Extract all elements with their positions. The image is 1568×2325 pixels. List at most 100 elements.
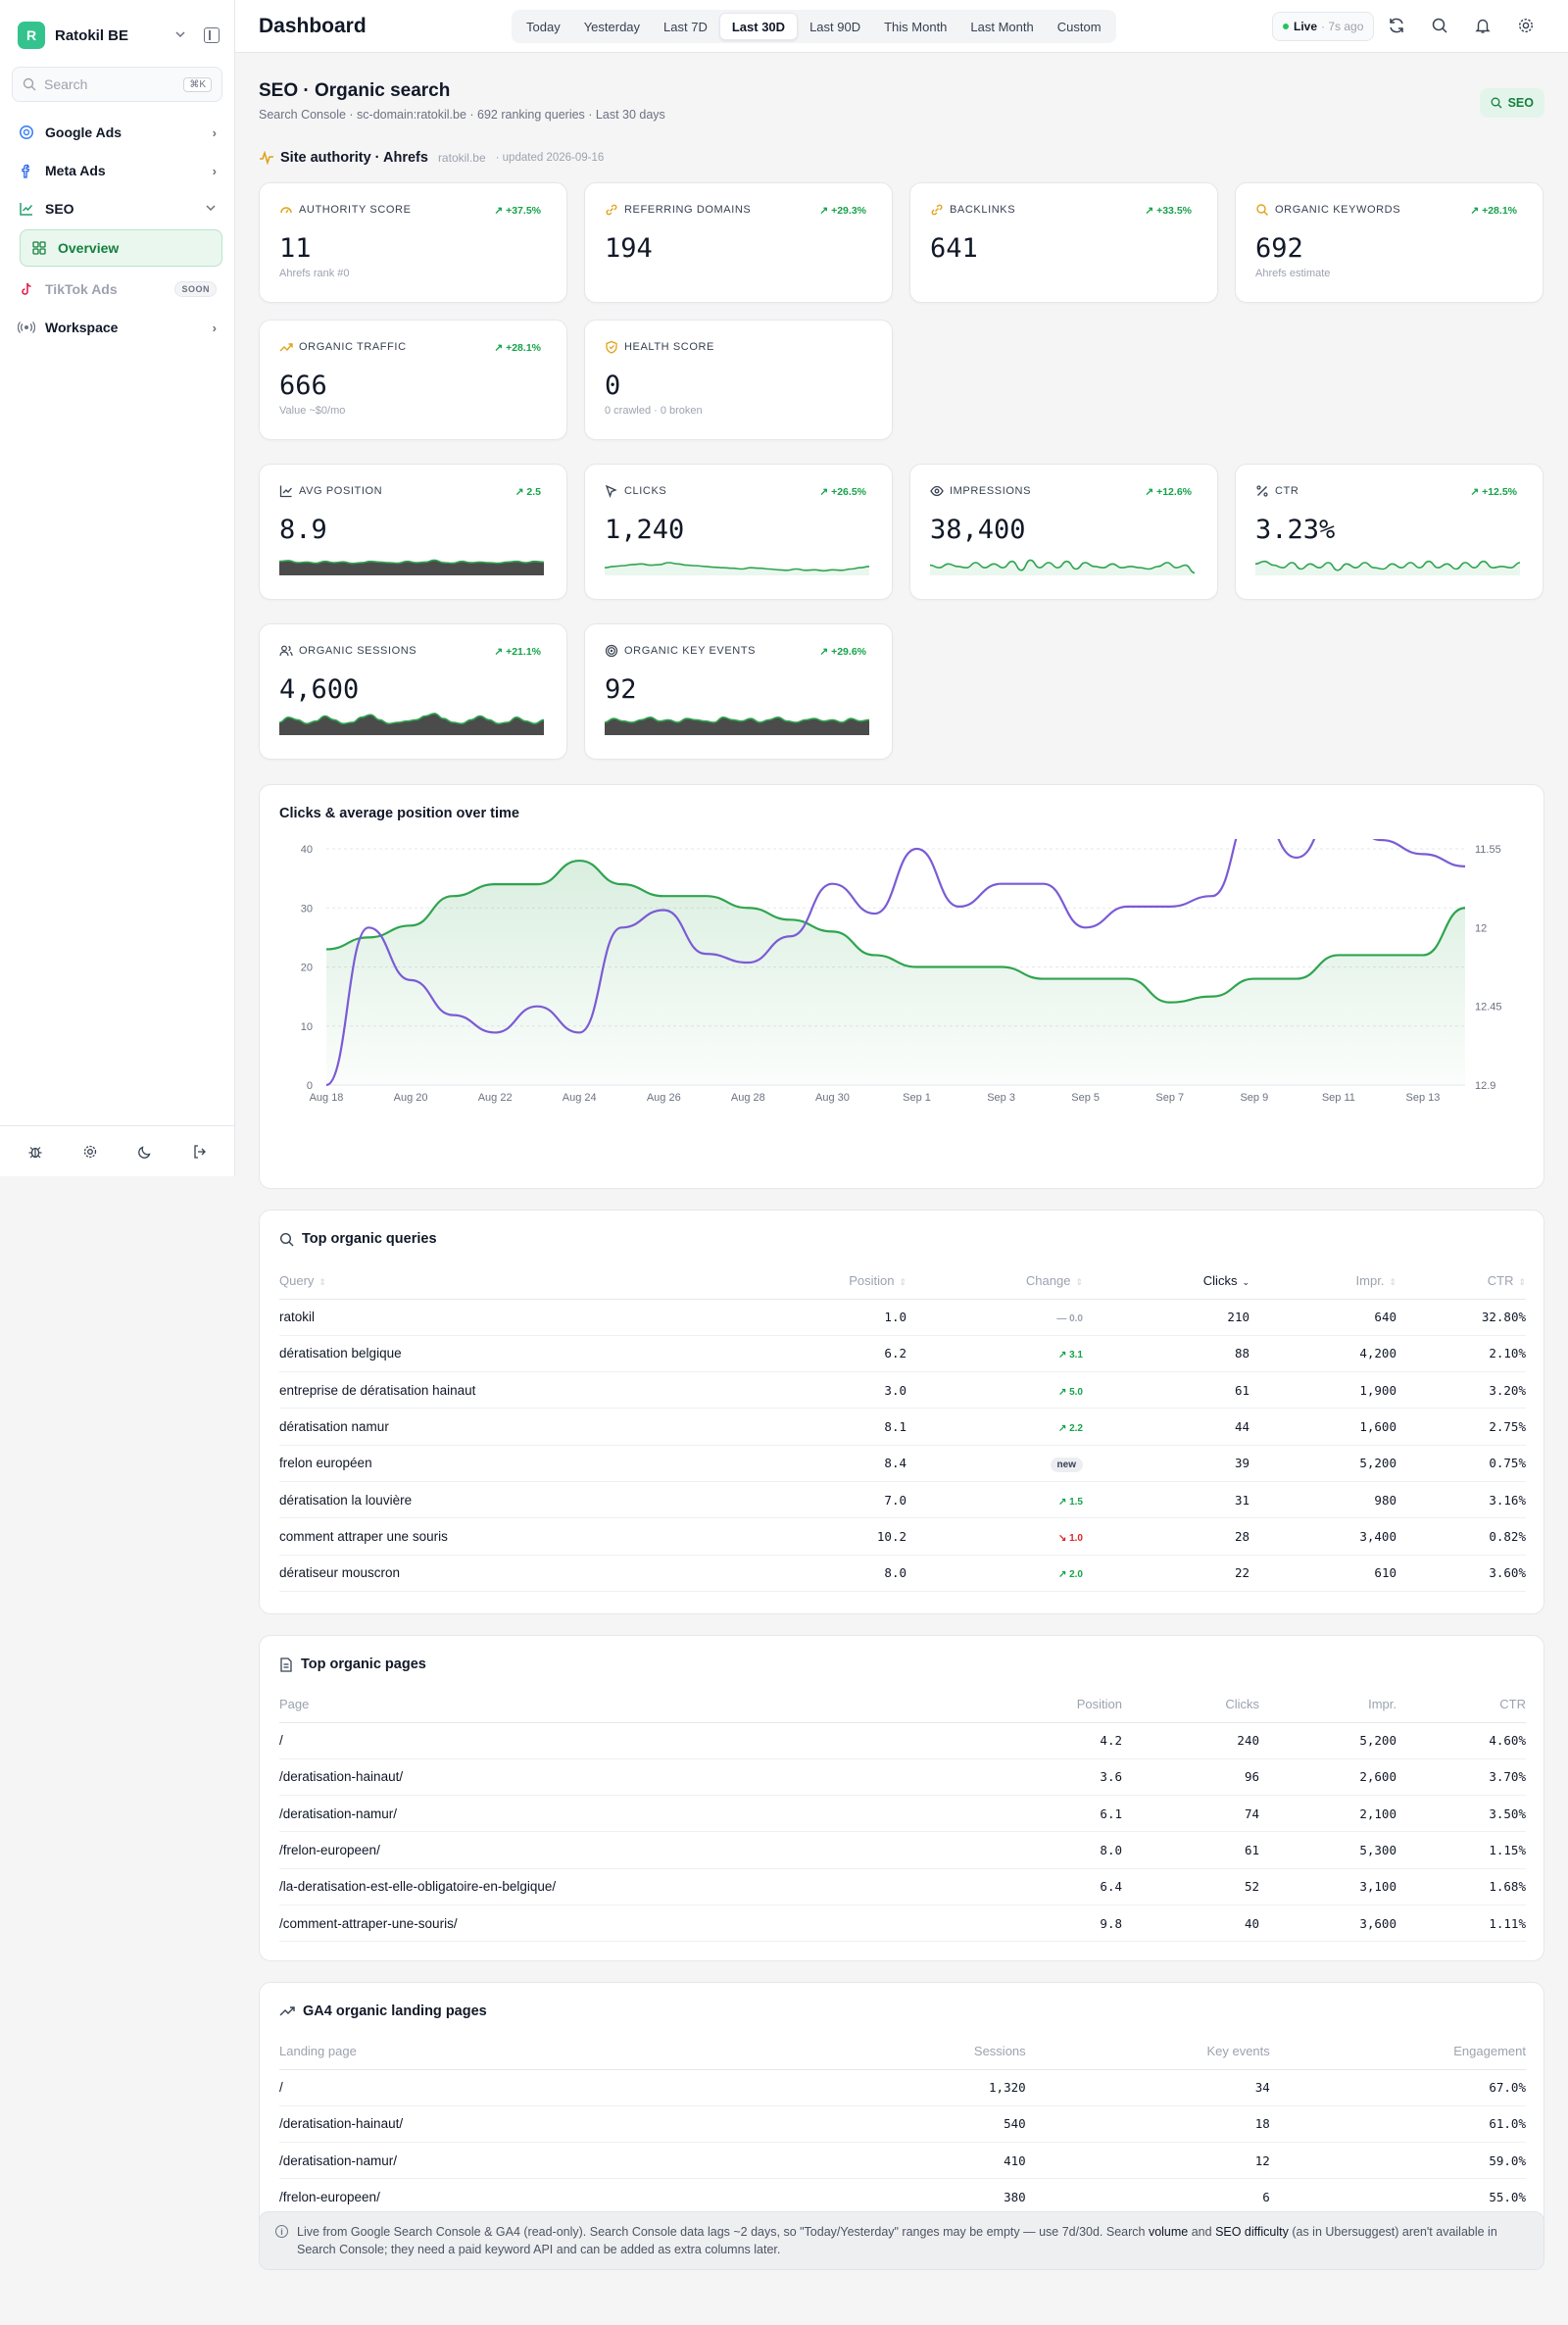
table-row[interactable]: /4.2 240 5,200 4.60%: [279, 1722, 1526, 1759]
engagement-cell: 67.0%: [1269, 2069, 1526, 2106]
sidebar-item-seo[interactable]: SEO: [12, 191, 222, 226]
metric-delta: ↗ +26.5%: [819, 486, 866, 498]
table-row[interactable]: /comment-attraper-une-souris/9.8 40 3,600 1…: [279, 1905, 1526, 1943]
sidebar-collapse-icon[interactable]: [204, 27, 220, 43]
column-header[interactable]: Clicks ⌄: [1083, 1263, 1250, 1300]
table-row[interactable]: /frelon-europeen/8.0 61 5,300 1.15%: [279, 1831, 1526, 1869]
note-emphasis-difficulty: SEO difficulty: [1215, 2225, 1289, 2239]
sidebar-item-meta-ads[interactable]: Meta Ads ›: [12, 153, 222, 188]
clicks-cell: 61: [1122, 1831, 1259, 1869]
metric-label-text: AUTHORITY SCORE: [299, 204, 412, 216]
table-row[interactable]: dératisation belgique 6.2 ↗ 3.1 88 4,200 2.10…: [279, 1335, 1526, 1373]
metric-value: 11: [279, 233, 312, 264]
sparkline-line: [930, 559, 1195, 574]
table-row[interactable]: frelon européen 8.4 new 39 5,200 0.75%: [279, 1445, 1526, 1482]
metric-card: AUTHORITY SCORE ↗ +37.5% 11 Ahrefs rank #0: [259, 182, 567, 303]
x-tick: Sep 1: [903, 1092, 931, 1104]
activity-icon: [259, 151, 274, 165]
table-row[interactable]: comment attraper une souris 10.2 ↘ 1.0 28 3,…: [279, 1517, 1526, 1556]
range-last-month[interactable]: Last Month: [970, 19, 1034, 34]
position-cell: 7.0: [789, 1481, 906, 1519]
ctr-cell: 1.11%: [1396, 1905, 1526, 1943]
search-icon[interactable]: [1429, 15, 1450, 36]
sort-icon: ⇕: [1075, 1277, 1083, 1288]
range-yesterday[interactable]: Yesterday: [583, 19, 641, 34]
metric-label-text: ORGANIC KEYWORDS: [1275, 204, 1401, 216]
table-row[interactable]: ratokil 1.0 — 0.0 210 640 32.80%: [279, 1299, 1526, 1336]
target-icon: [605, 644, 618, 658]
table-row[interactable]: dératisation la louvière 7.0 ↗ 1.5 31 980 3.1…: [279, 1481, 1526, 1519]
table-row[interactable]: /frelon-europeen/380 6 55.0%: [279, 2178, 1526, 2216]
clicks-cell: 88: [1083, 1335, 1250, 1373]
sidebar-item-tiktok-ads[interactable]: TikTok Ads SOON: [12, 272, 222, 307]
y-tick-right: 12: [1475, 922, 1487, 934]
gear-icon[interactable]: [1515, 15, 1537, 36]
column-header[interactable]: Query ⇕: [279, 1263, 789, 1300]
column-header[interactable]: Position ⇕: [789, 1263, 906, 1300]
impressions-cell: 3,600: [1259, 1905, 1396, 1943]
sidebar-search-input[interactable]: Search ⌘K: [12, 67, 222, 102]
chevron-right-icon: ›: [212, 163, 217, 178]
column-header: Engagement: [1269, 2034, 1526, 2070]
column-header[interactable]: Change ⇕: [906, 1263, 1083, 1300]
top-queries-title: Top organic queries: [279, 1231, 437, 1247]
table-row[interactable]: /1,320 34 67.0%: [279, 2069, 1526, 2106]
refresh-icon[interactable]: [1386, 15, 1407, 36]
table-row[interactable]: dératisation namur 8.1 ↗ 2.2 44 1,600 2.75%: [279, 1408, 1526, 1446]
authority-domain: ratokil.be: [437, 151, 486, 165]
range-this-month[interactable]: This Month: [884, 19, 948, 34]
moon-icon[interactable]: [135, 1142, 155, 1162]
ga4-title: GA4 organic landing pages: [279, 2003, 487, 2019]
x-tick: Aug 28: [731, 1092, 765, 1104]
metric-label-text: CTR: [1275, 485, 1299, 497]
range-today[interactable]: Today: [526, 19, 561, 34]
x-tick: Sep 13: [1406, 1092, 1441, 1104]
metric-note: 0 crawled · 0 broken: [605, 405, 703, 417]
metric-card: REFERRING DOMAINS ↗ +29.3% 194: [584, 182, 893, 303]
query-cell: dératiseur mouscron: [279, 1555, 789, 1592]
metric-delta: ↗ +29.3%: [819, 205, 866, 217]
sparkline-line: [279, 559, 544, 565]
column-header: Key events: [1025, 2034, 1270, 2070]
table-row[interactable]: /la-deratisation-est-elle-obligatoire-en…: [279, 1868, 1526, 1905]
search-icon: [1491, 97, 1502, 109]
metric-delta: ↗ +29.6%: [819, 646, 866, 658]
column-header-label: Sessions: [973, 2044, 1026, 2059]
key-events-cell: 34: [1025, 2069, 1270, 2106]
table-row[interactable]: /deratisation-hainaut/540 18 61.0%: [279, 2105, 1526, 2144]
sidebar-item-overview[interactable]: Overview: [20, 229, 222, 267]
metric-label-text: REFERRING DOMAINS: [624, 204, 752, 216]
sparkline-line: [1255, 560, 1520, 571]
sparkline-line: [605, 716, 869, 723]
range-last-7d[interactable]: Last 7D: [663, 19, 708, 34]
sidebar-item-workspace[interactable]: Workspace ›: [12, 310, 222, 345]
impressions-cell: 2,100: [1259, 1795, 1396, 1833]
table-row[interactable]: /deratisation-hainaut/3.6 96 2,600 3.70%: [279, 1758, 1526, 1797]
sparkline: [605, 716, 869, 735]
table-row[interactable]: /deratisation-namur/410 12 59.0%: [279, 2142, 1526, 2180]
live-status: Live · 7s ago: [1272, 12, 1375, 41]
metric-label-text: IMPRESSIONS: [950, 485, 1032, 497]
bell-icon[interactable]: [1472, 15, 1494, 36]
metric-card: ORGANIC KEYWORDS ↗ +28.1% 692 Ahrefs estima…: [1235, 182, 1544, 303]
workspace-switcher[interactable]: R Ratokil BE: [18, 20, 220, 51]
metric-card: BACKLINKS ↗ +33.5% 641: [909, 182, 1218, 303]
column-header[interactable]: Impr. ⇕: [1250, 1263, 1396, 1300]
table-row[interactable]: dératiseur mouscron 8.0 ↗ 2.0 22 610 3.60%: [279, 1555, 1526, 1592]
change-cell: ↘ 1.0: [906, 1517, 1083, 1556]
bug-icon[interactable]: [25, 1142, 45, 1162]
page-cell: /comment-attraper-une-souris/: [279, 1905, 985, 1943]
key-events-cell: 6: [1025, 2178, 1270, 2216]
table-row[interactable]: /deratisation-namur/6.1 74 2,100 3.50%: [279, 1795, 1526, 1833]
gear-icon[interactable]: [80, 1142, 100, 1162]
range-last-30d[interactable]: Last 30D: [718, 13, 799, 40]
engagement-cell: 61.0%: [1269, 2105, 1526, 2144]
logout-icon[interactable]: [190, 1142, 210, 1162]
range-last-90d[interactable]: Last 90D: [809, 19, 861, 34]
metric-note: Value ~$0/mo: [279, 405, 346, 417]
sidebar-item-google-ads[interactable]: Google Ads ›: [12, 115, 222, 150]
column-header[interactable]: CTR ⇕: [1396, 1263, 1526, 1300]
table-row[interactable]: entreprise de dératisation hainaut 3.0 ↗ 5…: [279, 1371, 1526, 1410]
change-cell: ↗ 2.2: [906, 1408, 1083, 1446]
range-custom[interactable]: Custom: [1056, 19, 1102, 34]
